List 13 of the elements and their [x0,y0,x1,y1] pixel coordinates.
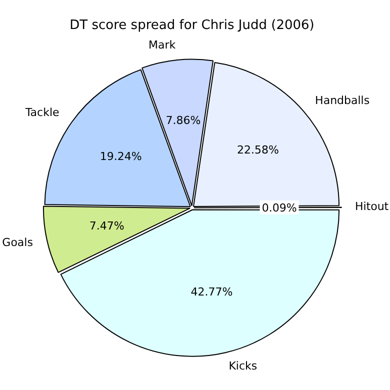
data-label: 42.77% [190,286,233,299]
data-label: 7.47% [89,220,124,233]
slice-label: Handballs [315,94,370,107]
slice-label: Mark [148,38,176,52]
slice-label: Goals [2,236,34,250]
slice-label: Kicks [228,359,258,372]
chart-title: DT score spread for Chris Judd (2006) [70,18,314,34]
slice-label: Tackle [24,106,60,120]
data-label: 19.24% [100,150,142,163]
data-label: 7.86% [166,114,201,127]
data-label: 0.09% [262,201,297,214]
slice-label: Hitout [354,200,390,214]
data-label: 22.58% [236,143,279,156]
